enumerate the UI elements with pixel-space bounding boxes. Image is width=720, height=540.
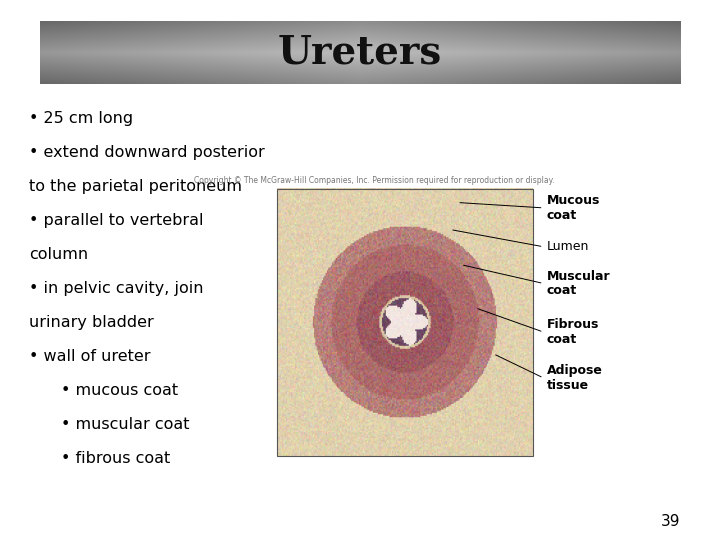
Text: • extend downward posterior: • extend downward posterior [29, 145, 264, 160]
Text: • parallel to vertebral: • parallel to vertebral [29, 213, 203, 228]
Text: • muscular coat: • muscular coat [61, 417, 189, 432]
Text: Ureters: Ureters [278, 33, 442, 72]
Text: • 25 cm long: • 25 cm long [29, 111, 133, 126]
Text: • mucous coat: • mucous coat [61, 383, 179, 398]
Text: • in pelvic cavity, join: • in pelvic cavity, join [29, 281, 203, 296]
Text: 39: 39 [661, 514, 680, 529]
Text: Muscular
coat: Muscular coat [546, 269, 610, 298]
Text: Mucous
coat: Mucous coat [546, 194, 600, 222]
Text: Copyright © The McGraw-Hill Companies, Inc. Permission required for reproduction: Copyright © The McGraw-Hill Companies, I… [194, 176, 554, 185]
Text: Lumen: Lumen [546, 240, 589, 253]
Text: • fibrous coat: • fibrous coat [61, 451, 171, 466]
Text: column: column [29, 247, 88, 262]
Text: to the parietal peritoneum: to the parietal peritoneum [29, 179, 242, 194]
Bar [277, 189, 533, 456]
Text: Adipose
tissue: Adipose tissue [546, 364, 603, 392]
Text: urinary bladder: urinary bladder [29, 315, 153, 330]
Text: Fibrous
coat: Fibrous coat [546, 318, 599, 346]
Text: • wall of ureter: • wall of ureter [29, 349, 150, 364]
